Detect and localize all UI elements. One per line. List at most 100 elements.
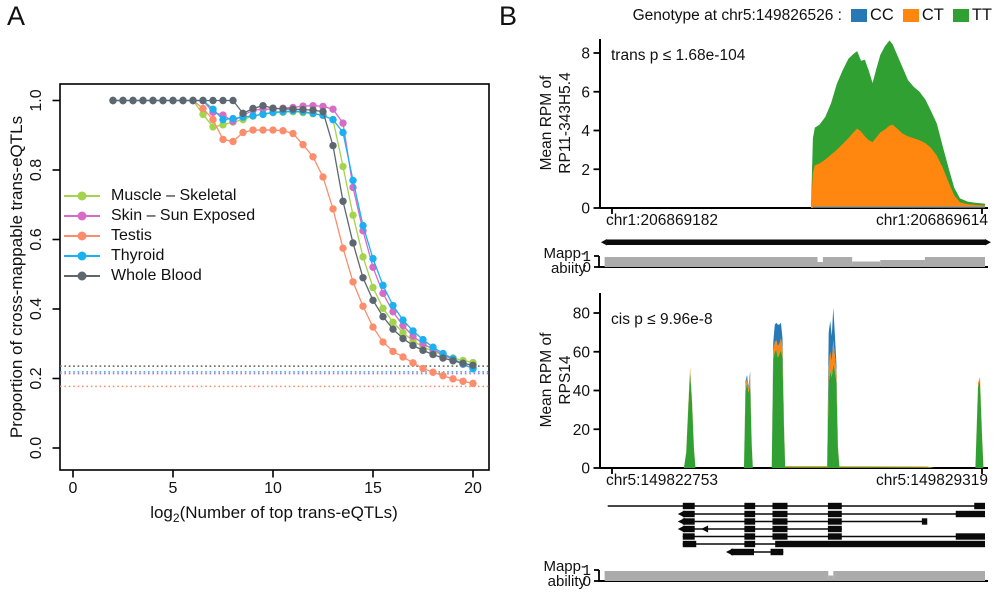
mappability-1-label: Mapp-abiity xyxy=(543,245,586,277)
series-point-whole_blood xyxy=(439,354,447,362)
transcript-exon xyxy=(770,548,784,556)
transcript-exon xyxy=(744,540,756,548)
cis-region-start-label: chr5:149822753 xyxy=(606,472,719,489)
transcript-strand-arrow xyxy=(677,525,685,533)
series-point-testis xyxy=(309,153,317,161)
trans-coverage-cc-area xyxy=(812,206,985,208)
trans-y-tick-label: 2 xyxy=(581,162,590,179)
trans-pvalue-annotation: trans p ≤ 1.68e-104 xyxy=(611,47,746,64)
y-tick-label: 0.6 xyxy=(28,228,45,250)
series-point-whole_blood xyxy=(339,197,347,205)
series-point-skin xyxy=(339,119,347,127)
series-point-testis xyxy=(299,140,307,149)
mappability-1-segment xyxy=(822,257,853,267)
muscle-line-marker-icon xyxy=(64,191,100,201)
y-tick-label: 0.4 xyxy=(28,298,45,320)
transcript-exon xyxy=(827,518,842,525)
series-point-whole_blood xyxy=(159,96,167,105)
series-point-whole_blood xyxy=(379,312,387,321)
trans-region-start-label: chr1:206869182 xyxy=(606,212,719,229)
series-point-testis xyxy=(429,368,437,376)
cis-y-axis-title: Mean RPM of RPS14 xyxy=(538,332,574,428)
series-point-testis xyxy=(279,127,287,135)
transcript-exon xyxy=(772,502,788,510)
transcript-exon xyxy=(744,533,756,540)
trans-y-tick-label: 0 xyxy=(581,201,590,218)
series-point-whole_blood xyxy=(409,341,417,350)
transcript-exon xyxy=(744,518,756,525)
series-point-testis xyxy=(349,278,357,286)
transcript-exon xyxy=(730,548,754,556)
genotype-legend-item-cc: CC xyxy=(850,6,894,25)
series-point-whole_blood xyxy=(289,105,297,113)
cis-coverage-tt-area xyxy=(683,349,984,468)
series-point-whole_blood xyxy=(189,96,197,105)
series-point-thyroid xyxy=(229,114,237,123)
transcript-exon xyxy=(772,533,788,540)
series-point-muscle xyxy=(369,283,377,292)
series-point-muscle xyxy=(399,328,407,337)
series-point-muscle xyxy=(209,123,217,131)
transcript-exon xyxy=(772,525,788,533)
series-point-whole_blood xyxy=(109,96,117,105)
transcript-exon xyxy=(682,525,695,533)
series-point-whole_blood xyxy=(169,96,177,105)
trans-y-axis-title: Mean RPM of RP11-343H5.4 xyxy=(538,72,574,174)
series-point-whole_blood xyxy=(369,296,377,305)
cis-y-tick-label: 20 xyxy=(573,422,591,439)
x-tick-label: 10 xyxy=(264,480,282,497)
series-point-whole_blood xyxy=(129,96,137,105)
series-point-skin xyxy=(409,332,417,340)
mappability-1-tick-label-0: 0 xyxy=(583,259,591,276)
series-point-muscle xyxy=(339,162,347,171)
series-point-thyroid xyxy=(359,221,367,230)
legend-item-muscle: Muscle – Skeletal xyxy=(64,186,255,206)
series-point-whole_blood xyxy=(429,350,437,359)
mappability-2-segment xyxy=(604,571,829,581)
cis-coverage-ct-area xyxy=(683,338,984,468)
transcript-exon xyxy=(827,510,842,518)
x-tick-label: 0 xyxy=(69,480,78,497)
series-point-thyroid xyxy=(429,343,437,351)
transcript-exon xyxy=(827,533,842,540)
transcript-exon xyxy=(682,502,695,510)
legend-label: Testis xyxy=(111,227,152,244)
series-point-testis xyxy=(249,126,257,134)
transcript-exon xyxy=(921,518,928,525)
series-point-thyroid xyxy=(389,301,397,310)
series-point-thyroid xyxy=(329,115,337,124)
series-point-testis xyxy=(439,372,447,380)
panel-b-label: B xyxy=(499,1,518,31)
series-point-testis xyxy=(259,126,267,134)
skin-line-marker-icon xyxy=(64,211,100,221)
x-axis-title-suffix: (Number of top trans-eQTLs) xyxy=(179,502,398,522)
series-point-skin xyxy=(389,308,397,316)
series-point-whole_blood xyxy=(239,109,247,118)
mappability-2-tick-label-1: 1 xyxy=(583,562,591,579)
series-point-whole_blood xyxy=(399,334,407,343)
series-point-whole_blood xyxy=(299,105,307,114)
legend-item-testis: Testis xyxy=(64,226,255,246)
mappability-1-segment xyxy=(924,257,985,267)
series-point-whole_blood xyxy=(199,96,207,105)
series-point-skin xyxy=(379,289,387,298)
panel-a-x-axis-title: log2(Number of top trans-eQTLs) xyxy=(150,503,398,525)
series-point-muscle xyxy=(219,121,227,129)
series-point-testis xyxy=(419,364,427,373)
legend-label: Skin – Sun Exposed xyxy=(111,207,256,224)
legend-item-thyroid: Thyroid xyxy=(64,246,255,266)
series-point-testis xyxy=(269,126,277,134)
series-point-thyroid xyxy=(249,112,257,120)
x-tick-label: 15 xyxy=(364,480,382,497)
series-point-whole_blood xyxy=(249,104,257,113)
series-point-muscle xyxy=(199,110,207,119)
series-point-whole_blood xyxy=(209,96,217,105)
transcript-exon xyxy=(744,510,756,518)
series-point-whole_blood xyxy=(419,346,427,355)
transcript-exon xyxy=(827,525,842,533)
series-point-muscle xyxy=(379,304,387,313)
trans-y-tick-label: 4 xyxy=(581,123,590,140)
mappability-1-tick-label-1: 1 xyxy=(583,248,591,265)
series-point-whole_blood xyxy=(259,102,267,110)
mappability-1-segment xyxy=(817,262,823,267)
